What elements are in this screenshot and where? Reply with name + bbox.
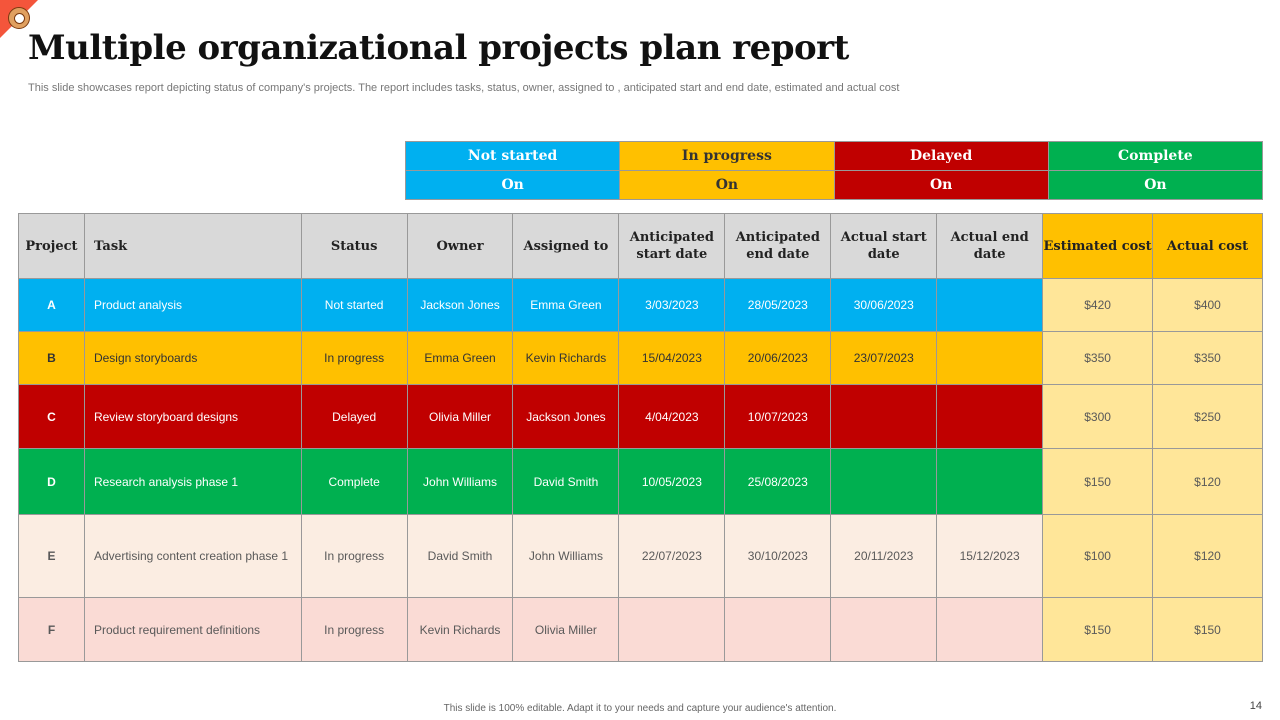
table-cell: B: [18, 331, 85, 385]
legend-value: On: [619, 170, 835, 200]
column-header: Actual start date: [830, 213, 938, 279]
table-cell: Design storyboards: [83, 331, 302, 385]
table-row: F Product requirement definitions In progr…: [18, 597, 1263, 662]
legend-value: On: [1047, 170, 1264, 200]
table-cell: Emma Green: [512, 278, 620, 332]
table-cell: David Smith: [406, 514, 514, 598]
table-cell: 28/05/2023: [724, 278, 832, 332]
projects-table: Project Task Status Owner Assigned to Anticip…: [18, 213, 1263, 662]
table-cell: Jackson Jones: [512, 384, 620, 449]
column-header: Task: [83, 213, 302, 279]
table-cell: 30/06/2023: [830, 278, 938, 332]
legend-label: In progress: [619, 141, 835, 171]
table-row: B Design storyboards In progress Emma Green…: [18, 331, 1263, 385]
table-cell: [936, 597, 1044, 662]
column-header: Project: [18, 213, 85, 279]
table-cell: 4/04/2023: [618, 384, 726, 449]
column-header: Actual end date: [936, 213, 1044, 279]
table-cell: In progress: [300, 514, 408, 598]
table-cell: 3/03/2023: [618, 278, 726, 332]
table-cell: Product analysis: [83, 278, 302, 332]
column-header: Anticipated end date: [724, 213, 832, 279]
column-header: Actual cost: [1152, 213, 1263, 279]
page-number: 14: [1249, 700, 1262, 712]
table-cell: 25/08/2023: [724, 448, 832, 515]
table-cell: [830, 448, 938, 515]
table-cell: $150: [1042, 597, 1154, 662]
table-cell: 15/04/2023: [618, 331, 726, 385]
table-cell: $400: [1152, 278, 1263, 332]
table-row: D Research analysis phase 1 Complete John W…: [18, 448, 1263, 515]
table-cell: Olivia Miller: [406, 384, 514, 449]
table-cell: $350: [1152, 331, 1263, 385]
table-cell: $100: [1042, 514, 1154, 598]
table-cell: C: [18, 384, 85, 449]
table-row: A Product analysis Not started Jackson Jone…: [18, 278, 1263, 332]
table-cell: [936, 384, 1044, 449]
table-cell: [936, 448, 1044, 515]
table-cell: [936, 278, 1044, 332]
table-cell: Not started: [300, 278, 408, 332]
status-legend: Not started In progress Delayed Complete On O…: [404, 141, 1264, 200]
table-cell: F: [18, 597, 85, 662]
table-cell: Kevin Richards: [512, 331, 620, 385]
table-cell: $350: [1042, 331, 1154, 385]
table-cell: 15/12/2023: [936, 514, 1044, 598]
table-cell: Jackson Jones: [406, 278, 514, 332]
table-cell: Product requirement definitions: [83, 597, 302, 662]
table-cell: John Williams: [406, 448, 514, 515]
column-header: Assigned to: [512, 213, 620, 279]
column-header: Estimated cost: [1042, 213, 1154, 279]
table-cell: John Williams: [512, 514, 620, 598]
table-cell: 10/05/2023: [618, 448, 726, 515]
table-cell: $120: [1152, 514, 1263, 598]
table-cell: Delayed: [300, 384, 408, 449]
table-cell: Kevin Richards: [406, 597, 514, 662]
table-cell: [618, 597, 726, 662]
table-cell: 22/07/2023: [618, 514, 726, 598]
page-subtitle: This slide showcases report depicting st…: [28, 82, 900, 94]
table-cell: Research analysis phase 1: [83, 448, 302, 515]
column-header: Owner: [406, 213, 514, 279]
column-header: Status: [300, 213, 408, 279]
table-cell: D: [18, 448, 85, 515]
legend-label: Complete: [1047, 141, 1264, 171]
table-cell: In progress: [300, 331, 408, 385]
table-cell: [830, 597, 938, 662]
table-cell: [936, 331, 1044, 385]
page-title: Multiple organizational projects plan re…: [28, 28, 849, 68]
legend-label: Delayed: [833, 141, 1049, 171]
logo-icon: [8, 7, 30, 29]
legend-label: Not started: [404, 141, 621, 171]
table-cell: $250: [1152, 384, 1263, 449]
table-cell: 20/11/2023: [830, 514, 938, 598]
table-cell: [830, 384, 938, 449]
table-cell: A: [18, 278, 85, 332]
column-header: Anticipated start date: [618, 213, 726, 279]
table-cell: Complete: [300, 448, 408, 515]
table-cell: $150: [1152, 597, 1263, 662]
table-cell: $420: [1042, 278, 1154, 332]
table-cell: 23/07/2023: [830, 331, 938, 385]
table-row: E Advertising content creation phase 1 In …: [18, 514, 1263, 598]
table-cell: Review storyboard designs: [83, 384, 302, 449]
table-cell: 10/07/2023: [724, 384, 832, 449]
table-cell: E: [18, 514, 85, 598]
legend-value: On: [833, 170, 1049, 200]
table-cell: $150: [1042, 448, 1154, 515]
footer-note: This slide is 100% editable. Adapt it to…: [443, 703, 837, 714]
table-cell: In progress: [300, 597, 408, 662]
table-row: C Review storyboard designs Delayed Olivia …: [18, 384, 1263, 449]
table-cell: [724, 597, 832, 662]
table-cell: David Smith: [512, 448, 620, 515]
legend-value: On: [404, 170, 621, 200]
table-cell: 30/10/2023: [724, 514, 832, 598]
table-cell: Emma Green: [406, 331, 514, 385]
table-cell: Advertising content creation phase 1: [83, 514, 302, 598]
table-cell: 20/06/2023: [724, 331, 832, 385]
table-cell: $300: [1042, 384, 1154, 449]
table-cell: Olivia Miller: [512, 597, 620, 662]
table-cell: $120: [1152, 448, 1263, 515]
